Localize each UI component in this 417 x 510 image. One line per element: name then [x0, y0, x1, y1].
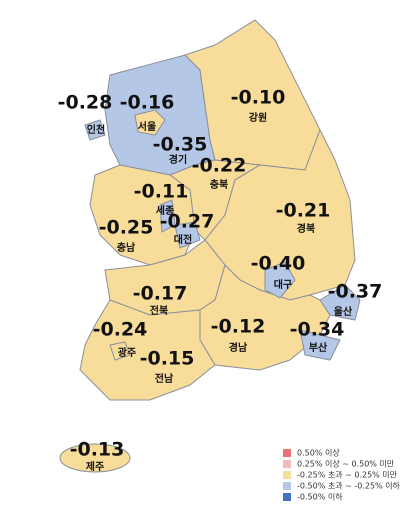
region-name: 강원 [249, 111, 267, 124]
region-value: -0.25 [99, 217, 154, 239]
region-name: 울산 [334, 305, 353, 318]
legend-swatch [283, 460, 291, 468]
region-value: -0.27 [160, 211, 215, 233]
region-name: 광주 [118, 347, 136, 359]
region-name: 서울 [138, 120, 156, 133]
legend-swatch [283, 449, 291, 457]
region-name: 경북 [297, 222, 315, 235]
region-value: -0.40 [251, 253, 306, 275]
region-value: -0.16 [120, 92, 175, 114]
region-value: -0.13 [70, 439, 125, 461]
region-value: -0.34 [290, 319, 345, 341]
region-shape [299, 329, 341, 361]
legend-swatch [283, 471, 291, 479]
region-value: -0.24 [93, 319, 148, 341]
legend-label: -0.50% 이하 [297, 492, 343, 502]
region-name: 인천 [87, 123, 105, 136]
region-shape [319, 284, 361, 321]
region-value: -0.22 [192, 155, 247, 177]
region-shape [174, 221, 201, 249]
region-shape [84, 119, 106, 141]
legend-label: 0.50% 이상 [297, 448, 340, 458]
region-value: -0.35 [153, 134, 208, 156]
region-name: 충남 [117, 241, 136, 254]
region-name: 부산 [309, 341, 328, 354]
region-shape [59, 443, 131, 473]
region-value: -0.17 [133, 283, 188, 305]
legend-swatch [283, 482, 291, 490]
region-value: -0.12 [211, 316, 266, 338]
region-name: 세종 [156, 204, 174, 217]
region-shape [134, 109, 166, 136]
legend-label: -0.50% 초과 ~ -0.25% 이하 [297, 481, 401, 491]
region-shape [264, 261, 296, 299]
region-value: -0.28 [58, 92, 113, 114]
region-value: -0.37 [328, 281, 383, 303]
region-value: -0.21 [276, 200, 331, 222]
region-name: 대구 [274, 278, 292, 291]
region-value: -0.10 [231, 87, 286, 109]
region-name: 전남 [155, 372, 174, 385]
region-name: 대전 [174, 233, 192, 246]
legend-swatch [283, 493, 291, 501]
region-shape [79, 299, 216, 401]
region-value: -0.15 [140, 348, 195, 370]
region-value: -0.11 [134, 181, 189, 203]
region-name: 전북 [150, 304, 168, 317]
region-shape [109, 341, 131, 361]
region-name: 제주 [86, 460, 104, 473]
legend-label: 0.25% 이상 ~ 0.50% 미만 [297, 459, 395, 469]
legend-label: -0.25% 초과 ~ 0.25% 미만 [297, 471, 398, 480]
region-name: 충북 [210, 178, 228, 191]
region-name: 경남 [229, 341, 248, 354]
region-name: 경기 [169, 153, 187, 166]
